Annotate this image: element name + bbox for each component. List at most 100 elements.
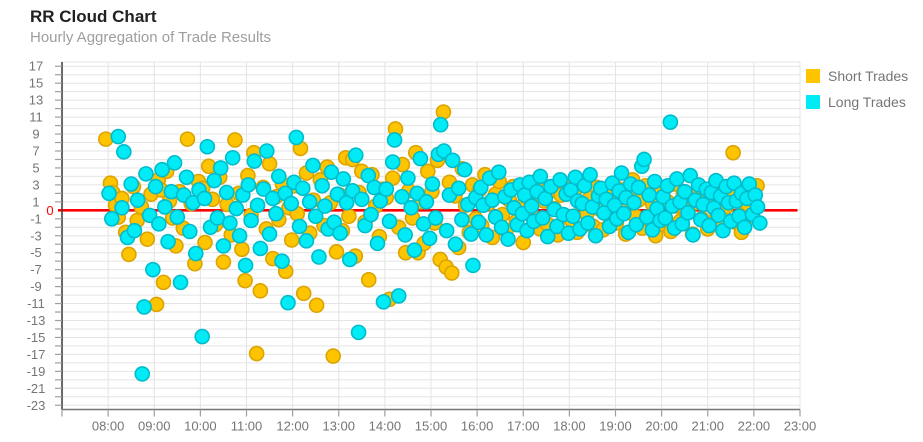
point-long[interactable] [662,114,679,130]
point-long[interactable] [580,215,596,231]
legend-item-long-trades[interactable]: Long Trades [806,94,908,110]
point-long[interactable] [613,165,630,181]
point-long[interactable] [123,176,139,192]
point-long[interactable] [539,228,556,245]
point-short[interactable] [227,132,243,148]
point-long[interactable] [465,257,481,274]
point-long[interactable] [157,199,173,215]
point-long[interactable] [636,151,652,168]
point-long[interactable] [394,188,410,205]
point-long[interactable] [314,177,330,194]
point-long[interactable] [438,222,455,239]
point-long[interactable] [432,116,449,133]
point-short[interactable] [443,265,460,281]
point-long[interactable] [587,227,604,244]
point-short[interactable] [295,285,312,302]
point-long[interactable] [456,161,473,178]
point-long[interactable] [298,233,315,249]
point-long[interactable] [381,213,398,230]
point-long[interactable] [154,161,170,178]
point-long[interactable] [311,249,327,265]
point-long[interactable] [534,210,551,226]
point-short[interactable] [252,283,269,299]
point-long[interactable] [147,178,164,195]
point-long[interactable] [305,157,321,174]
point-long[interactable] [101,185,117,202]
point-long[interactable] [384,154,401,170]
point-short[interactable] [155,274,172,291]
point-long[interactable] [261,226,278,242]
point-short[interactable] [179,131,196,147]
point-short[interactable] [237,272,253,289]
point-long[interactable] [736,219,753,236]
point-long[interactable] [249,197,266,214]
point-long[interactable] [532,168,549,185]
point-long[interactable] [280,294,296,311]
point-long[interactable] [151,216,167,232]
point-long[interactable] [450,180,467,197]
point-long[interactable] [126,222,143,239]
point-short[interactable] [98,131,114,147]
point-long[interactable] [628,216,645,233]
point-long[interactable] [237,257,254,274]
point-long[interactable] [701,217,717,234]
point-long[interactable] [169,209,186,225]
point-long[interactable] [403,199,419,216]
point-long[interactable] [626,194,642,211]
point-long[interactable] [228,200,245,217]
point-long[interactable] [160,233,176,250]
point-long[interactable] [400,170,416,186]
point-long[interactable] [240,177,257,193]
point-long[interactable] [491,164,507,180]
point-long[interactable] [478,227,495,243]
point-long[interactable] [243,212,259,229]
point-long[interactable] [752,215,768,231]
point-long[interactable] [104,210,120,227]
point-long[interactable] [288,129,305,146]
point-long[interactable] [685,227,701,243]
point-long[interactable] [224,149,241,166]
point-long[interactable] [301,194,318,210]
point-long[interactable] [114,199,130,216]
point-long[interactable] [145,261,161,278]
point-long[interactable] [199,138,216,155]
point-long[interactable] [616,205,632,222]
point-long[interactable] [470,214,487,230]
point-long[interactable] [323,164,340,180]
point-long[interactable] [246,153,263,169]
point-short[interactable] [139,231,156,247]
point-long[interactable] [294,180,311,197]
point-long[interactable] [291,218,308,235]
point-short[interactable] [215,254,232,270]
point-short[interactable] [283,232,300,248]
point-long[interactable] [386,132,403,148]
point-long[interactable] [196,190,213,207]
point-short[interactable] [325,348,342,364]
point-long[interactable] [418,194,435,210]
point-long[interactable] [255,181,272,197]
point-long[interactable] [138,166,154,182]
point-long[interactable] [552,172,568,188]
point-short[interactable] [308,297,325,314]
point-long[interactable] [447,236,464,253]
point-long[interactable] [206,172,223,189]
point-long[interactable] [129,192,146,208]
point-short[interactable] [148,296,165,313]
point-short[interactable] [248,345,265,362]
point-long[interactable] [307,208,324,225]
point-long[interactable] [332,225,348,242]
point-long[interactable] [710,207,727,224]
point-long[interactable] [657,210,674,226]
point-long[interactable] [258,143,275,159]
point-long[interactable] [680,205,696,221]
point-long[interactable] [549,218,565,235]
point-long[interactable] [283,195,300,212]
point-long[interactable] [565,208,581,225]
point-long[interactable] [274,253,290,269]
point-long[interactable] [110,128,127,145]
point-long[interactable] [116,144,132,160]
point-long[interactable] [473,179,489,196]
point-short[interactable] [725,144,741,161]
point-long[interactable] [215,238,232,254]
point-short[interactable] [261,155,278,172]
